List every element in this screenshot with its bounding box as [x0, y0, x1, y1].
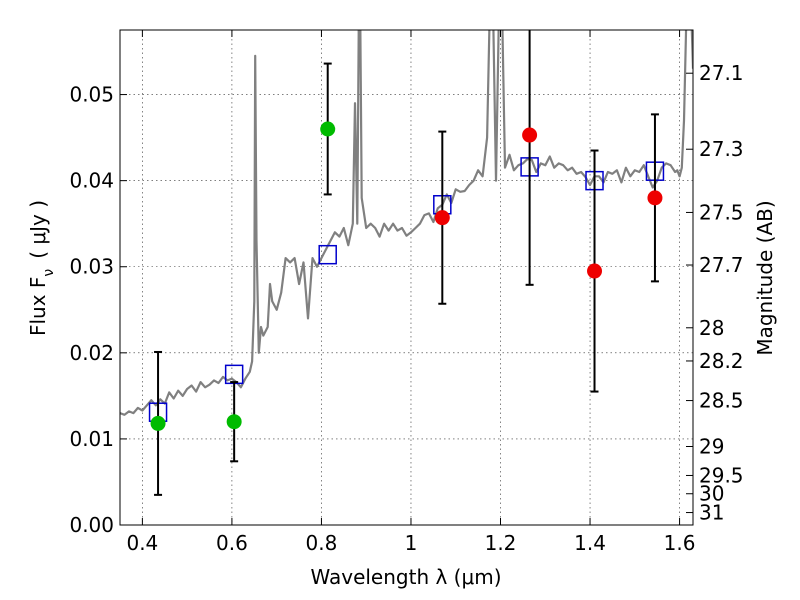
x-tick-label: 1: [405, 531, 418, 555]
x-tick-label: 1.2: [485, 531, 517, 555]
y2-tick-label: 27.7: [699, 253, 744, 277]
plot-frame: [119, 29, 694, 526]
x-tick-label: 0.6: [216, 531, 248, 555]
y2-tick-label: 28: [699, 316, 724, 340]
green-point: [150, 415, 166, 431]
green-point: [320, 121, 336, 137]
y-axis-title: Flux Fν ( μJy ): [26, 200, 57, 336]
x-tick-label: 1.4: [574, 531, 606, 555]
red-point: [434, 210, 450, 226]
y2-tick-label: 29: [699, 434, 724, 458]
x-tick-label: 1.6: [664, 531, 696, 555]
y-tick-label: 0.03: [69, 255, 114, 279]
y-tick-label: 0.05: [69, 83, 114, 107]
plot-area: [120, 30, 693, 496]
ticks: 0.4 0.6 0.8 1 1.2 1.4 1.6 0.00 0.01 0.02 0.03 0.04 0…: [69, 30, 744, 555]
y2-tick-label: 30: [699, 482, 724, 506]
y2-axis-title: Magnitude (AB): [753, 200, 777, 355]
y-tick-label: 0.02: [69, 341, 114, 365]
y-axis-title-sub: ν: [41, 269, 57, 277]
x-axis-title: Wavelength λ (μm): [310, 565, 501, 589]
model-box-marker: [318, 244, 337, 265]
y2-tick-label: 28.5: [699, 389, 744, 413]
y2-tick-label: 27.5: [699, 200, 744, 224]
x-tick-label: 0.8: [306, 531, 338, 555]
y2-tick-label: 27.1: [699, 61, 744, 85]
y-axis-title-main: Flux F: [26, 277, 50, 336]
red-point: [587, 263, 603, 279]
y-tick-label: 0.00: [69, 513, 114, 537]
y-tick-label: 0.04: [69, 169, 114, 193]
red-point: [522, 127, 538, 143]
y-axis-title-unit: ( μJy ): [26, 200, 50, 259]
x-tick-label: 0.4: [126, 531, 158, 555]
y-tick-label: 0.01: [69, 427, 114, 451]
y2-tick-label: 28.2: [699, 349, 744, 373]
y2-tick-label: 27.3: [699, 137, 744, 161]
y2-tick-label: 29.5: [699, 463, 744, 487]
red-point: [647, 190, 663, 206]
y2-tick-label: 31: [699, 501, 724, 525]
template-spectrum-line: [120, 30, 693, 416]
green-point: [226, 414, 242, 430]
svg-text:Flux Fν( μJy ): Flux Fν ( μJy ): [26, 200, 57, 336]
